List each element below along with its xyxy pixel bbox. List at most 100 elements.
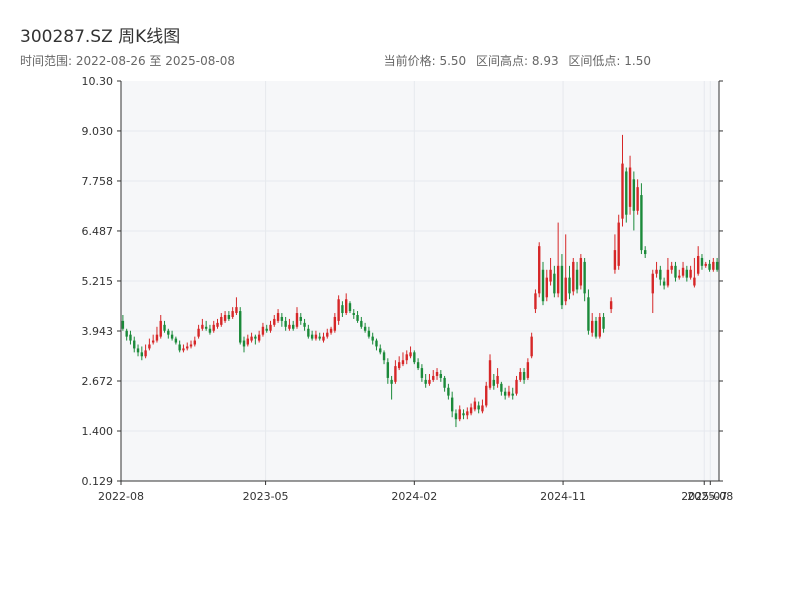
candle-body: [712, 261, 715, 270]
candle-body: [443, 377, 446, 388]
candle-body: [288, 324, 291, 329]
candle-body: [481, 405, 484, 412]
candle-body: [405, 354, 408, 361]
candle-body: [155, 334, 159, 341]
candle-body: [314, 334, 318, 339]
y-tick-label: 5.215: [82, 275, 114, 288]
candle-body: [163, 324, 166, 331]
candle-body: [564, 277, 567, 302]
candle-body: [239, 311, 242, 343]
candle-body: [666, 269, 670, 286]
candle-body: [674, 265, 677, 278]
candle-body: [549, 269, 552, 282]
candle-body: [575, 269, 579, 290]
y-tick-label: 6.487: [82, 225, 114, 238]
candle-body: [148, 344, 151, 349]
candle-body: [435, 372, 439, 376]
candle-body: [307, 328, 310, 337]
candle-body: [329, 328, 333, 333]
candle-body: [201, 324, 204, 329]
candle-body: [553, 273, 556, 294]
candle-body: [261, 326, 265, 335]
candle-body: [174, 338, 178, 343]
candle-body: [458, 409, 461, 420]
candle-body: [216, 322, 219, 327]
candle-body: [526, 362, 530, 378]
candle-body: [659, 269, 662, 280]
candle-body: [151, 340, 155, 343]
candle-body: [515, 379, 518, 394]
candle-body: [269, 324, 272, 331]
candle-body: [310, 334, 314, 339]
candle-body: [223, 314, 227, 321]
candle-body: [360, 320, 363, 327]
candle-body: [299, 316, 302, 321]
candle-body: [318, 336, 321, 339]
candle-body: [625, 171, 628, 215]
x-tick-label: 2024-02: [391, 490, 437, 503]
candle-body: [511, 393, 514, 396]
candle-body: [534, 293, 537, 310]
candle-body: [280, 316, 284, 321]
candle-body: [696, 256, 700, 274]
candle-body: [379, 348, 382, 353]
candle-body: [401, 360, 405, 365]
candle-body: [159, 320, 162, 337]
candle-body: [560, 265, 564, 306]
candle-body: [356, 314, 359, 321]
candle-body: [140, 352, 144, 357]
candle-body: [257, 334, 261, 341]
candle-body: [609, 301, 613, 310]
candle-body: [640, 195, 643, 251]
candle-body: [326, 332, 329, 337]
candle-body: [432, 375, 435, 380]
candle-body: [519, 372, 522, 380]
candle-body: [382, 352, 386, 361]
candle-body: [439, 373, 443, 378]
candle-body: [693, 277, 696, 286]
x-tick-label: 2024-11: [540, 490, 586, 503]
candle-body: [363, 326, 367, 331]
y-tick-label: 7.758: [82, 175, 114, 188]
candle-body: [655, 269, 658, 274]
candle-body: [450, 397, 454, 412]
candle-body: [428, 379, 431, 384]
candle-body: [125, 330, 128, 337]
candle-body: [469, 407, 473, 414]
candle-body: [473, 401, 477, 410]
candle-body: [341, 305, 344, 314]
candle-body: [212, 324, 215, 331]
candle-body: [204, 326, 208, 329]
candle-body: [477, 405, 480, 410]
candle-body: [197, 328, 200, 337]
candle-body: [375, 340, 378, 347]
candle-body: [503, 391, 507, 396]
candle-body: [530, 336, 533, 357]
candle-body: [133, 340, 136, 349]
candle-body: [424, 379, 427, 384]
candle-body: [651, 273, 654, 294]
price-stats: 当前价格: 5.50 区间高点: 8.93 区间低点: 1.50: [378, 52, 651, 69]
candle-body: [337, 299, 340, 321]
x-tick-label: 2022-08: [98, 490, 144, 503]
candle-body: [678, 275, 681, 278]
candle-body: [273, 318, 276, 325]
candle-body: [496, 375, 499, 384]
candle-body: [208, 328, 212, 333]
candle-body: [572, 261, 575, 292]
x-tick-label: 2025-07: [681, 490, 727, 503]
candle-body: [170, 334, 174, 339]
candle-body: [507, 391, 511, 396]
candle-body: [186, 346, 189, 349]
candle-body: [541, 269, 545, 302]
candle-body: [265, 328, 268, 331]
candle-body: [136, 348, 140, 353]
candle-body: [144, 350, 147, 357]
candle-body: [522, 372, 526, 380]
candle-body: [227, 314, 231, 319]
current-price: 当前价格: 5.50: [383, 54, 467, 68]
candle-body: [390, 379, 393, 384]
candle-body: [409, 352, 412, 357]
candle-body: [583, 261, 586, 294]
candle-body: [292, 324, 295, 329]
